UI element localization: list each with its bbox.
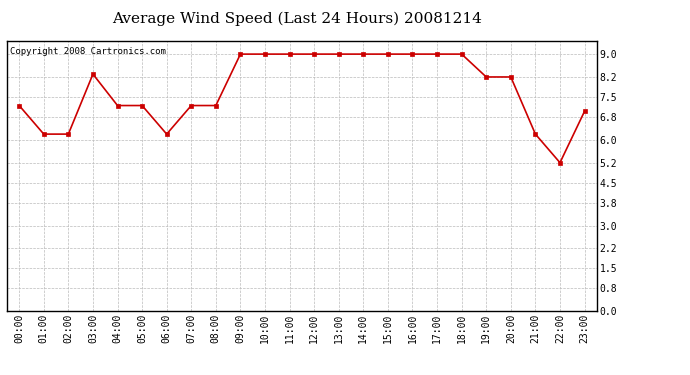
Text: Average Wind Speed (Last 24 Hours) 20081214: Average Wind Speed (Last 24 Hours) 20081…	[112, 11, 482, 26]
Text: Copyright 2008 Cartronics.com: Copyright 2008 Cartronics.com	[10, 46, 166, 56]
